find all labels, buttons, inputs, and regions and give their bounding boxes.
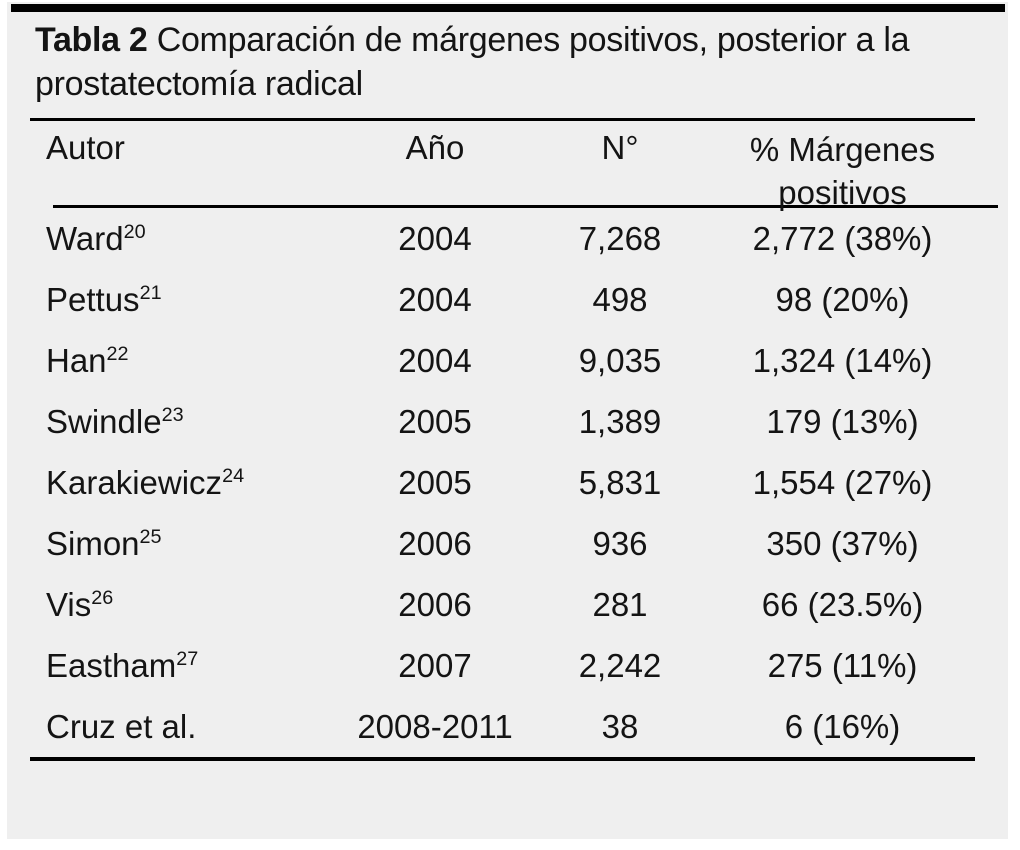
author-name: Vis [46,585,92,623]
n-cell: 5,831 [578,463,662,501]
year-cell: 2006 [398,585,472,623]
margins-cell: 66 (23.5%) [761,585,924,623]
year-cell: 2006 [398,524,472,562]
margins-cell: 2,772 (38%) [752,219,933,257]
top-accent-bar [11,4,1005,12]
author-cell: Pettus21 [30,281,340,319]
table-row: Pettus21 2004 498 98 (20%) [30,269,975,330]
year-cell: 2008-2011 [357,707,513,745]
reference-superscript: 23 [161,403,184,426]
comparison-table: Autor Año N° % Márgenes positivos Ward20… [30,121,998,757]
rule-bottom [30,757,975,762]
n-cell: 9,035 [578,341,662,379]
margins-cell: 179 (13%) [766,402,919,440]
year-cell: 2007 [398,646,472,684]
n-cell: 2,242 [578,646,662,684]
rule-top [30,118,975,122]
reference-superscript: 25 [139,525,162,548]
header-author: Autor [46,129,125,167]
author-cell: Vis26 [30,586,340,624]
author-name: Eastham [46,646,177,684]
author-name: Swindle [46,402,162,440]
table-caption: Tabla 2 Comparación de márgenes positivo… [35,18,968,106]
n-cell: 498 [592,280,648,318]
author-cell: Karakiewicz24 [30,464,340,502]
margins-cell: 98 (20%) [775,280,910,318]
table-row: Vis26 2006 281 66 (23.5%) [30,574,975,635]
author-cell: Ward20 [30,220,340,258]
reference-superscript: 21 [139,281,162,304]
reference-superscript: 20 [123,220,146,243]
table-row: Cruz et al. 2008-2011 38 6 (16%) [30,696,975,757]
table-label: Tabla 2 [35,21,148,59]
author-cell: Swindle23 [30,403,340,441]
author-cell: Han22 [30,342,340,380]
table-row: Swindle23 2005 1,389 179 (13%) [30,391,975,452]
n-cell: 936 [592,524,648,562]
year-cell: 2005 [398,463,472,501]
reference-superscript: 22 [106,342,129,365]
reference-superscript: 26 [91,586,114,609]
header-margins: % Márgenes positivos [710,129,975,213]
year-cell: 2004 [398,219,472,257]
table-row: Karakiewicz24 2005 5,831 1,554 (27%) [30,452,975,513]
author-name: Simon [46,524,140,562]
table-panel: Tabla 2 Comparación de márgenes positivo… [7,2,1008,839]
reference-superscript: 27 [176,647,199,670]
table-row: Eastham27 2007 2,242 275 (11%) [30,635,975,696]
margins-cell: 275 (11%) [767,646,918,684]
author-name: Pettus [46,280,140,318]
header-margins-text: % Márgenes positivos [749,131,936,211]
year-cell: 2004 [398,280,472,318]
year-cell: 2004 [398,341,472,379]
n-cell: 7,268 [578,219,662,257]
author-name: Ward [46,219,124,257]
table-row: Han22 2004 9,035 1,324 (14%) [30,330,975,391]
table-row: Ward20 2004 7,268 2,772 (38%) [30,208,975,269]
table-header-row: Autor Año N° % Márgenes positivos [30,121,975,210]
reference-superscript: 24 [222,464,245,487]
header-year: Año [405,129,465,167]
author-name: Karakiewicz [46,463,223,501]
author-cell: Simon25 [30,525,340,563]
rule-header [53,205,998,209]
margins-cell: 1,554 (27%) [752,463,933,501]
table-row: Simon25 2006 936 350 (37%) [30,513,975,574]
n-cell: 1,389 [578,402,662,440]
margins-cell: 6 (16%) [784,707,901,745]
margins-cell: 1,324 (14%) [752,341,933,379]
year-cell: 2005 [398,402,472,440]
margins-cell: 350 (37%) [766,524,919,562]
table-title-text: Comparación de márgenes positivos, poste… [35,21,910,104]
author-name: Han [46,341,107,379]
author-cell: Eastham27 [30,647,340,685]
author-cell: Cruz et al. [30,708,340,746]
n-cell: 38 [601,707,639,745]
n-cell: 281 [592,585,648,623]
author-name: Cruz et al. [46,707,197,745]
header-n: N° [601,129,639,167]
